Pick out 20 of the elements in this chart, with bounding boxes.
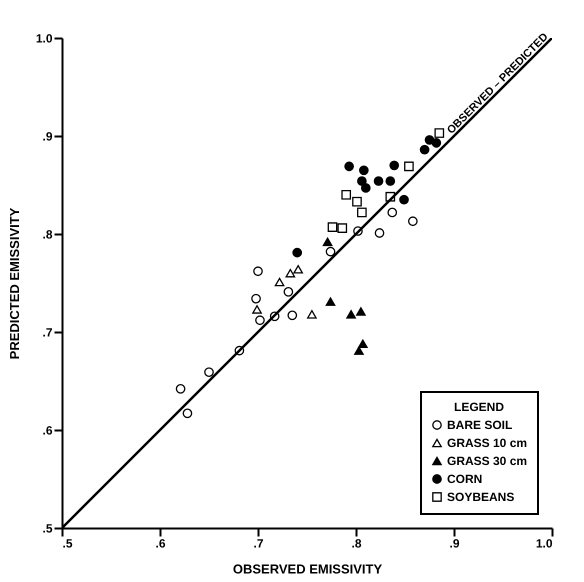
y-tick-label: 1.0: [36, 32, 53, 46]
x-tick-label: 1.0: [536, 536, 553, 550]
x-tick-label: .8: [351, 536, 362, 550]
legend-label: GRASS 30 cm: [447, 454, 528, 468]
legend-label: SOYBEANS: [447, 490, 514, 504]
x-tick-label: .7: [253, 536, 264, 550]
x-tick-label: .9: [449, 536, 460, 550]
legend-label: BARE SOIL: [447, 418, 512, 432]
x-tick-label: .6: [155, 536, 166, 550]
y-tick-label: .8: [42, 228, 53, 242]
x-axis-title: OBSERVED EMISSIVITY: [232, 562, 382, 576]
y-tick-label: .9: [42, 130, 53, 144]
legend-label: GRASS 10 cm: [447, 436, 528, 450]
y-axis-title: PREDICTED EMISSIVITY: [6, 207, 22, 360]
y-tick-label: .5: [42, 522, 53, 536]
legend-title: LEGEND: [454, 400, 504, 414]
legend-label: CORN: [447, 472, 482, 486]
y-tick-label: .7: [42, 326, 53, 340]
y-tick-label: .6: [42, 424, 53, 438]
x-tick-label: .5: [62, 536, 73, 550]
